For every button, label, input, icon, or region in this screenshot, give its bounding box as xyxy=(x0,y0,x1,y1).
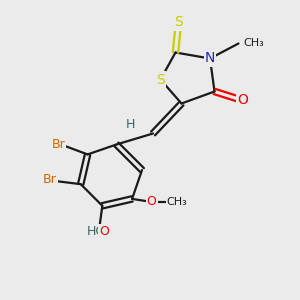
Text: CH₃: CH₃ xyxy=(167,197,188,207)
Text: O: O xyxy=(238,94,248,107)
Text: S: S xyxy=(174,16,183,29)
Text: HO: HO xyxy=(87,225,106,238)
Text: N: N xyxy=(205,52,215,65)
Text: H: H xyxy=(126,118,135,131)
Text: O: O xyxy=(99,225,109,238)
Text: CH₃: CH₃ xyxy=(243,38,264,49)
Text: Br: Br xyxy=(43,173,57,186)
Text: Br: Br xyxy=(52,138,65,151)
Text: O: O xyxy=(147,195,157,208)
Text: S: S xyxy=(156,73,165,86)
